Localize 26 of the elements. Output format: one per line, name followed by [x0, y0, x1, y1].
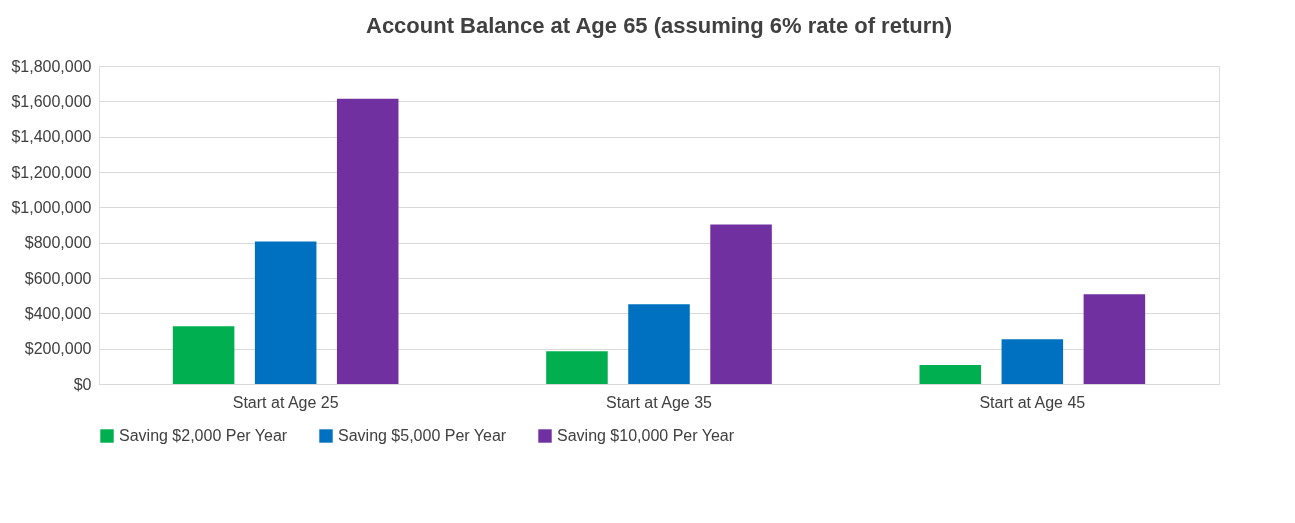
y-tick-label: $400,000 [24, 304, 92, 322]
x-tick-label: Start at Age 25 [232, 393, 339, 411]
bar [919, 365, 982, 384]
y-tick-label: $0 [73, 375, 92, 393]
y-tick-label: $1,400,000 [11, 128, 92, 146]
x-tick-label: Start at Age 35 [606, 393, 713, 411]
y-tick-label: $1,200,000 [11, 163, 92, 181]
bar [172, 326, 235, 384]
y-tick-label: $800,000 [24, 234, 92, 252]
bar [254, 241, 317, 384]
bar [710, 224, 772, 384]
bar [1001, 339, 1064, 384]
bar [336, 98, 399, 384]
legend-label: Saving $10,000 Per Year [557, 427, 735, 444]
y-tick-label: $1,600,000 [11, 92, 92, 110]
bar [628, 304, 690, 384]
x-tick-label: Start at Age 45 [979, 393, 1086, 411]
y-tick-label: $200,000 [24, 340, 92, 358]
legend-label: Saving $5,000 Per Year [338, 427, 507, 444]
chart-title: Account Balance at Age 65 (assuming 6% rate of return) [366, 13, 952, 38]
y-tick-label: $1,800,000 [11, 57, 92, 75]
y-tick-label: $600,000 [24, 269, 92, 287]
y-tick-label: $1,000,000 [11, 198, 92, 216]
bar [1083, 294, 1146, 384]
legend-label: Saving $2,000 Per Year [119, 427, 288, 444]
bar [546, 351, 608, 384]
